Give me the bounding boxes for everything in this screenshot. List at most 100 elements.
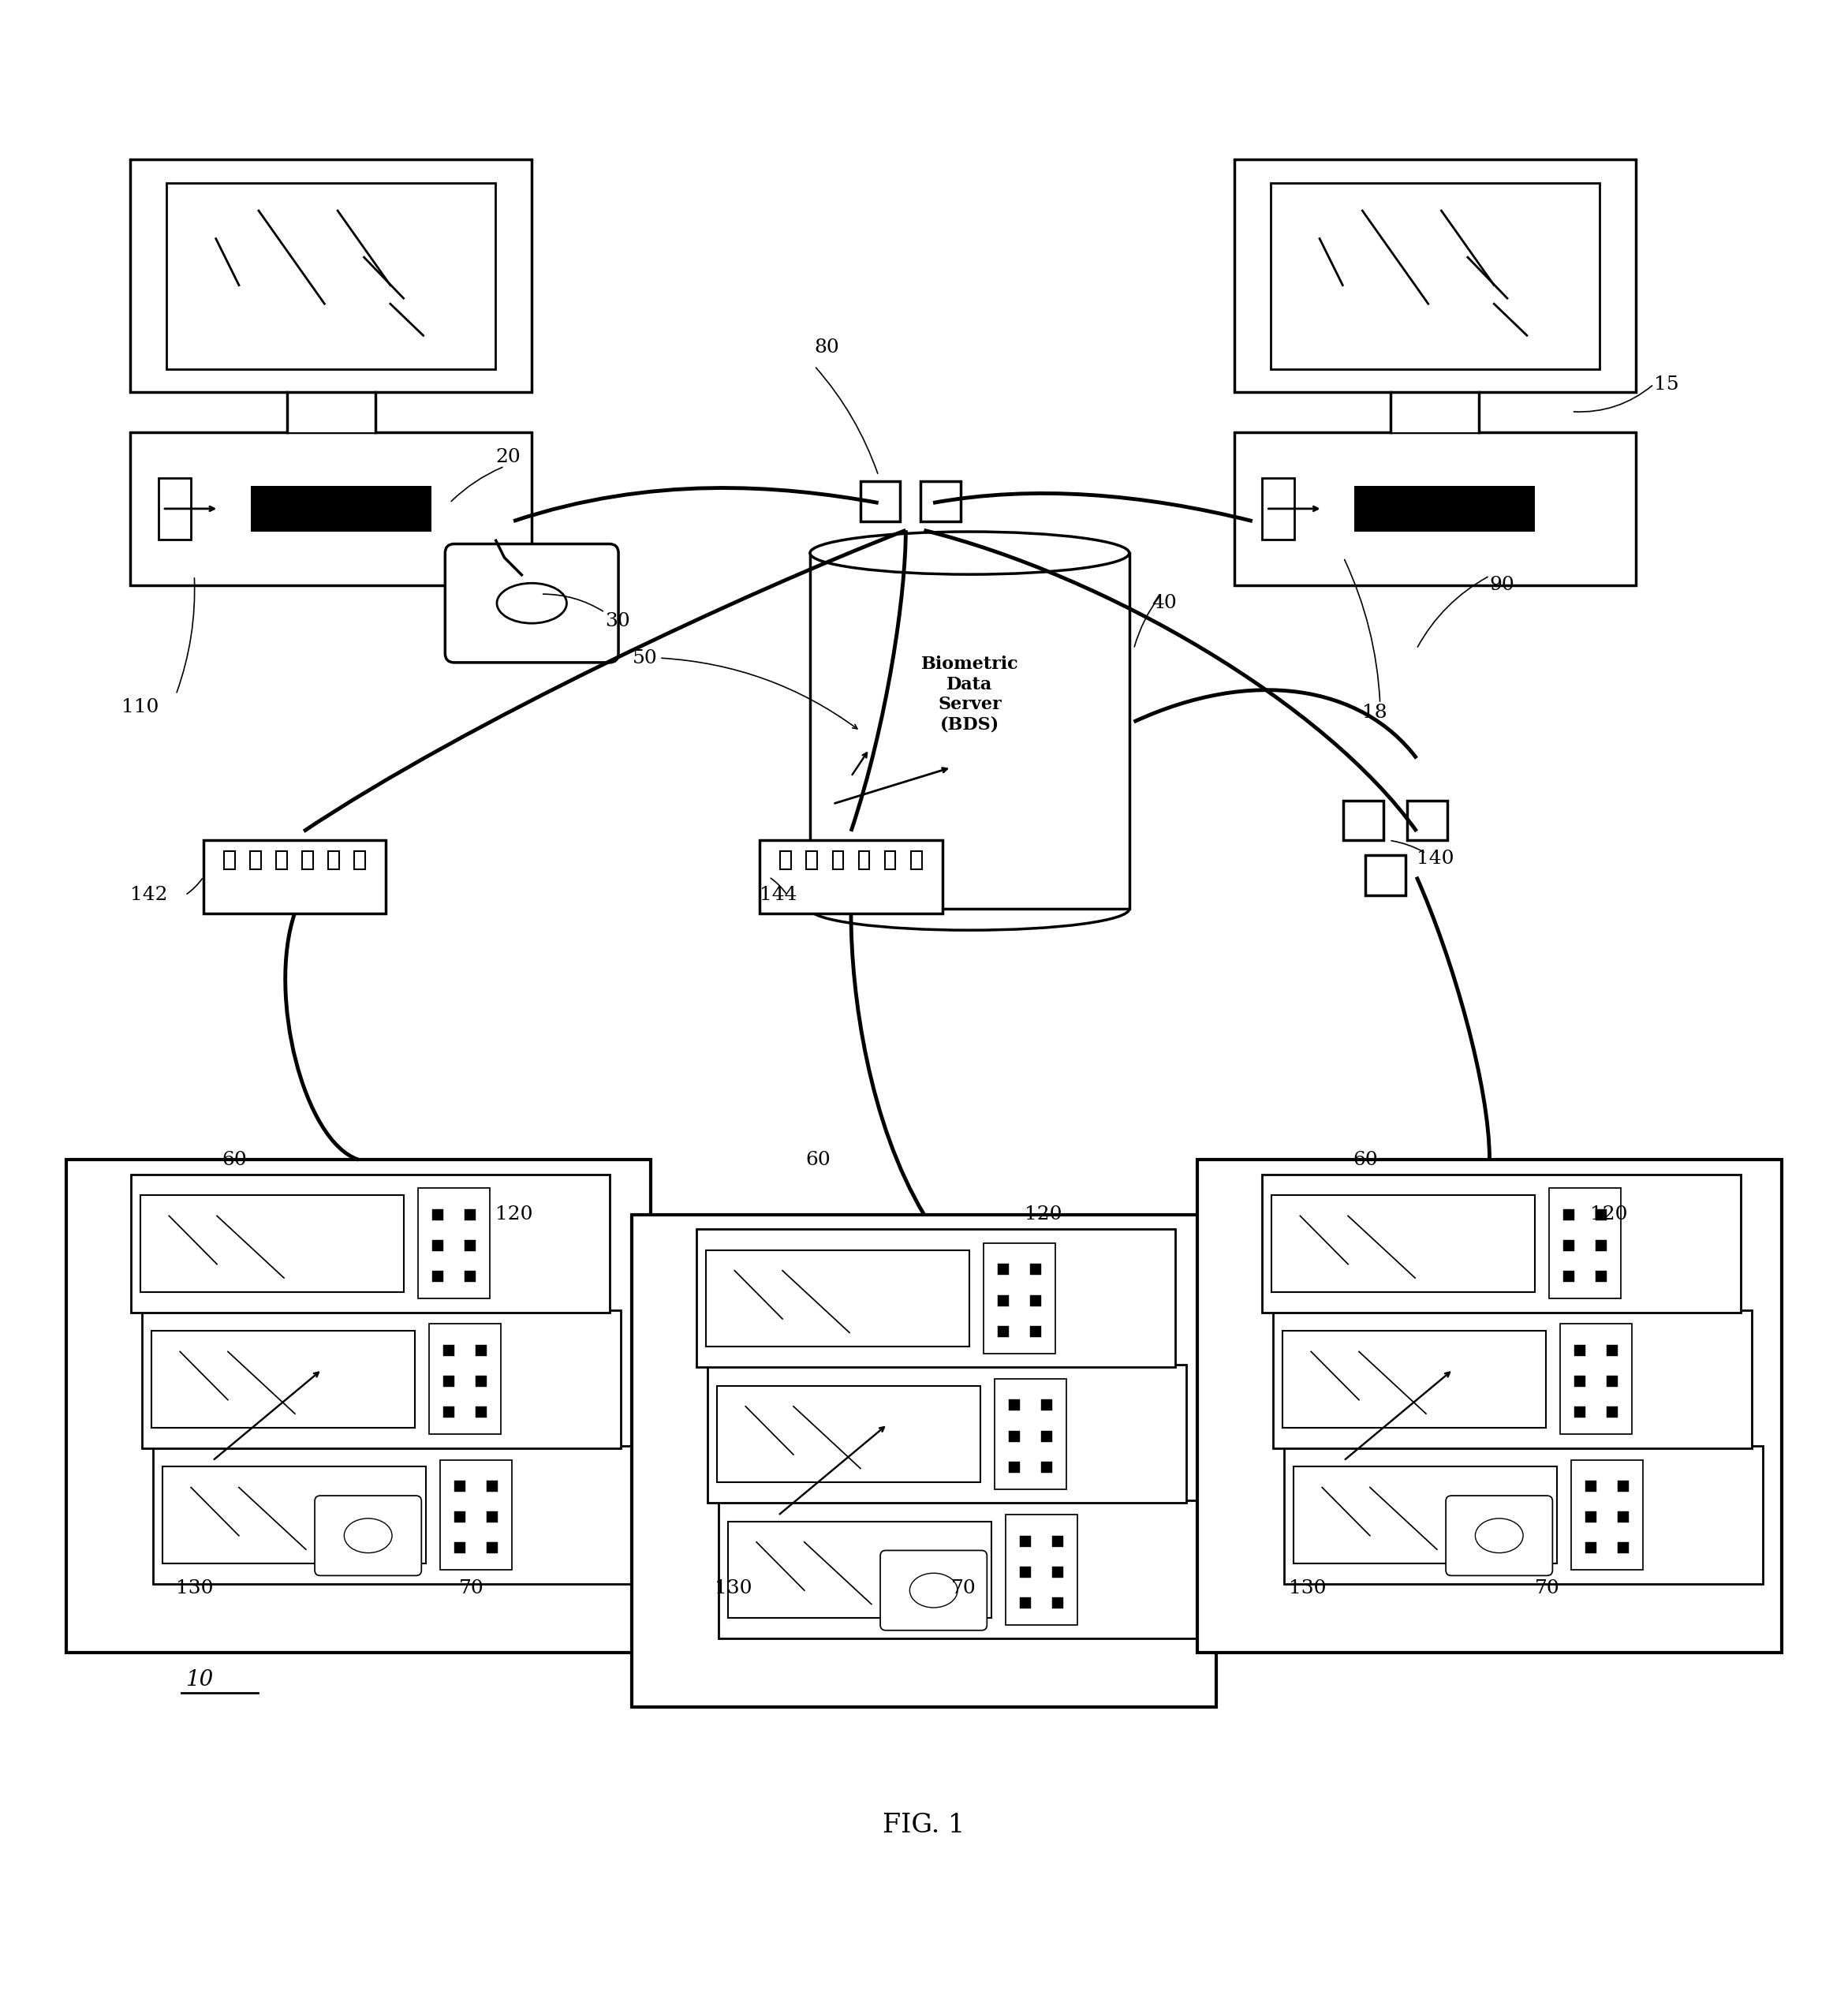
Bar <box>455 1543 466 1553</box>
Text: 80: 80 <box>815 338 839 356</box>
Bar <box>1549 1189 1621 1298</box>
Bar <box>809 553 1129 908</box>
Text: 60: 60 <box>222 1151 246 1169</box>
Bar <box>1606 1376 1617 1388</box>
Bar <box>1586 1481 1597 1491</box>
Text: 142: 142 <box>131 886 168 904</box>
Bar <box>1005 1515 1077 1625</box>
Bar <box>1560 1324 1632 1434</box>
Bar <box>1366 854 1406 896</box>
Bar <box>920 482 961 522</box>
Ellipse shape <box>1475 1519 1523 1553</box>
Bar <box>1563 1209 1574 1220</box>
Bar <box>251 486 431 532</box>
Bar <box>1606 1346 1617 1356</box>
Bar <box>911 852 922 870</box>
Bar <box>1198 1159 1781 1653</box>
Bar <box>1029 1294 1040 1306</box>
Bar <box>203 840 386 914</box>
Bar <box>1283 1330 1545 1428</box>
Text: 60: 60 <box>1353 1151 1379 1169</box>
Bar <box>163 1467 425 1563</box>
Bar <box>166 183 495 368</box>
Bar <box>1052 1597 1063 1609</box>
Bar <box>1355 486 1536 532</box>
Text: 15: 15 <box>1654 374 1678 394</box>
Text: 130: 130 <box>176 1579 214 1597</box>
Bar <box>1597 1270 1606 1282</box>
Bar <box>131 1175 610 1312</box>
Bar <box>152 1330 414 1428</box>
Bar <box>998 1294 1009 1306</box>
Bar <box>1020 1597 1031 1609</box>
Text: 50: 50 <box>632 649 658 667</box>
Bar <box>303 852 312 870</box>
Bar <box>153 1445 632 1585</box>
Bar <box>1294 1467 1556 1563</box>
Bar <box>1009 1461 1020 1473</box>
Bar <box>1586 1511 1597 1523</box>
Ellipse shape <box>809 532 1129 573</box>
Bar <box>486 1481 497 1491</box>
Bar <box>697 1228 1175 1368</box>
Bar <box>475 1376 486 1388</box>
Bar <box>329 852 340 870</box>
Bar <box>1052 1535 1063 1547</box>
Bar <box>1617 1481 1628 1491</box>
Bar <box>998 1264 1009 1274</box>
Text: 144: 144 <box>760 886 796 904</box>
Bar <box>140 1195 403 1292</box>
Bar <box>1574 1408 1586 1418</box>
Bar <box>906 536 946 575</box>
Bar <box>706 1250 968 1346</box>
Bar <box>432 1270 444 1282</box>
Bar <box>885 852 896 870</box>
Bar <box>464 1270 475 1282</box>
Bar <box>486 1543 497 1553</box>
Bar <box>444 1346 455 1356</box>
Text: 120: 120 <box>495 1205 532 1224</box>
Bar <box>994 1378 1066 1489</box>
Bar <box>455 1511 466 1523</box>
Bar <box>1574 1376 1586 1388</box>
Text: 120: 120 <box>1024 1205 1063 1224</box>
Text: 90: 90 <box>1489 575 1515 593</box>
Bar <box>1029 1264 1040 1274</box>
Bar <box>159 478 190 540</box>
Bar <box>760 840 942 914</box>
Text: 10: 10 <box>185 1668 213 1690</box>
Bar <box>440 1459 512 1571</box>
Bar <box>131 159 532 392</box>
Bar <box>224 852 235 870</box>
Bar <box>1597 1209 1606 1220</box>
Ellipse shape <box>909 1573 957 1607</box>
Bar <box>806 852 817 870</box>
Text: 140: 140 <box>1417 850 1454 868</box>
Bar <box>728 1521 991 1619</box>
Bar <box>486 1511 497 1523</box>
Text: 18: 18 <box>1362 703 1386 723</box>
Bar <box>455 1481 466 1491</box>
Bar <box>418 1189 490 1298</box>
Bar <box>998 1326 1009 1336</box>
Bar <box>859 482 900 522</box>
Bar <box>1009 1432 1020 1441</box>
Bar <box>832 852 843 870</box>
Bar <box>1040 1400 1052 1412</box>
Ellipse shape <box>497 583 567 623</box>
Bar <box>464 1240 475 1250</box>
FancyBboxPatch shape <box>880 1551 987 1631</box>
Text: Biometric
Data
Server
(BDS): Biometric Data Server (BDS) <box>920 655 1018 733</box>
FancyBboxPatch shape <box>1445 1495 1552 1575</box>
Bar <box>475 1408 486 1418</box>
Bar <box>249 852 261 870</box>
Bar <box>275 852 286 870</box>
Bar <box>1571 1459 1643 1571</box>
Bar <box>1563 1240 1574 1250</box>
FancyBboxPatch shape <box>131 432 532 585</box>
Bar <box>286 392 375 432</box>
Bar <box>142 1310 621 1447</box>
Bar <box>432 1240 444 1250</box>
Bar <box>708 1366 1186 1503</box>
Bar <box>859 852 870 870</box>
